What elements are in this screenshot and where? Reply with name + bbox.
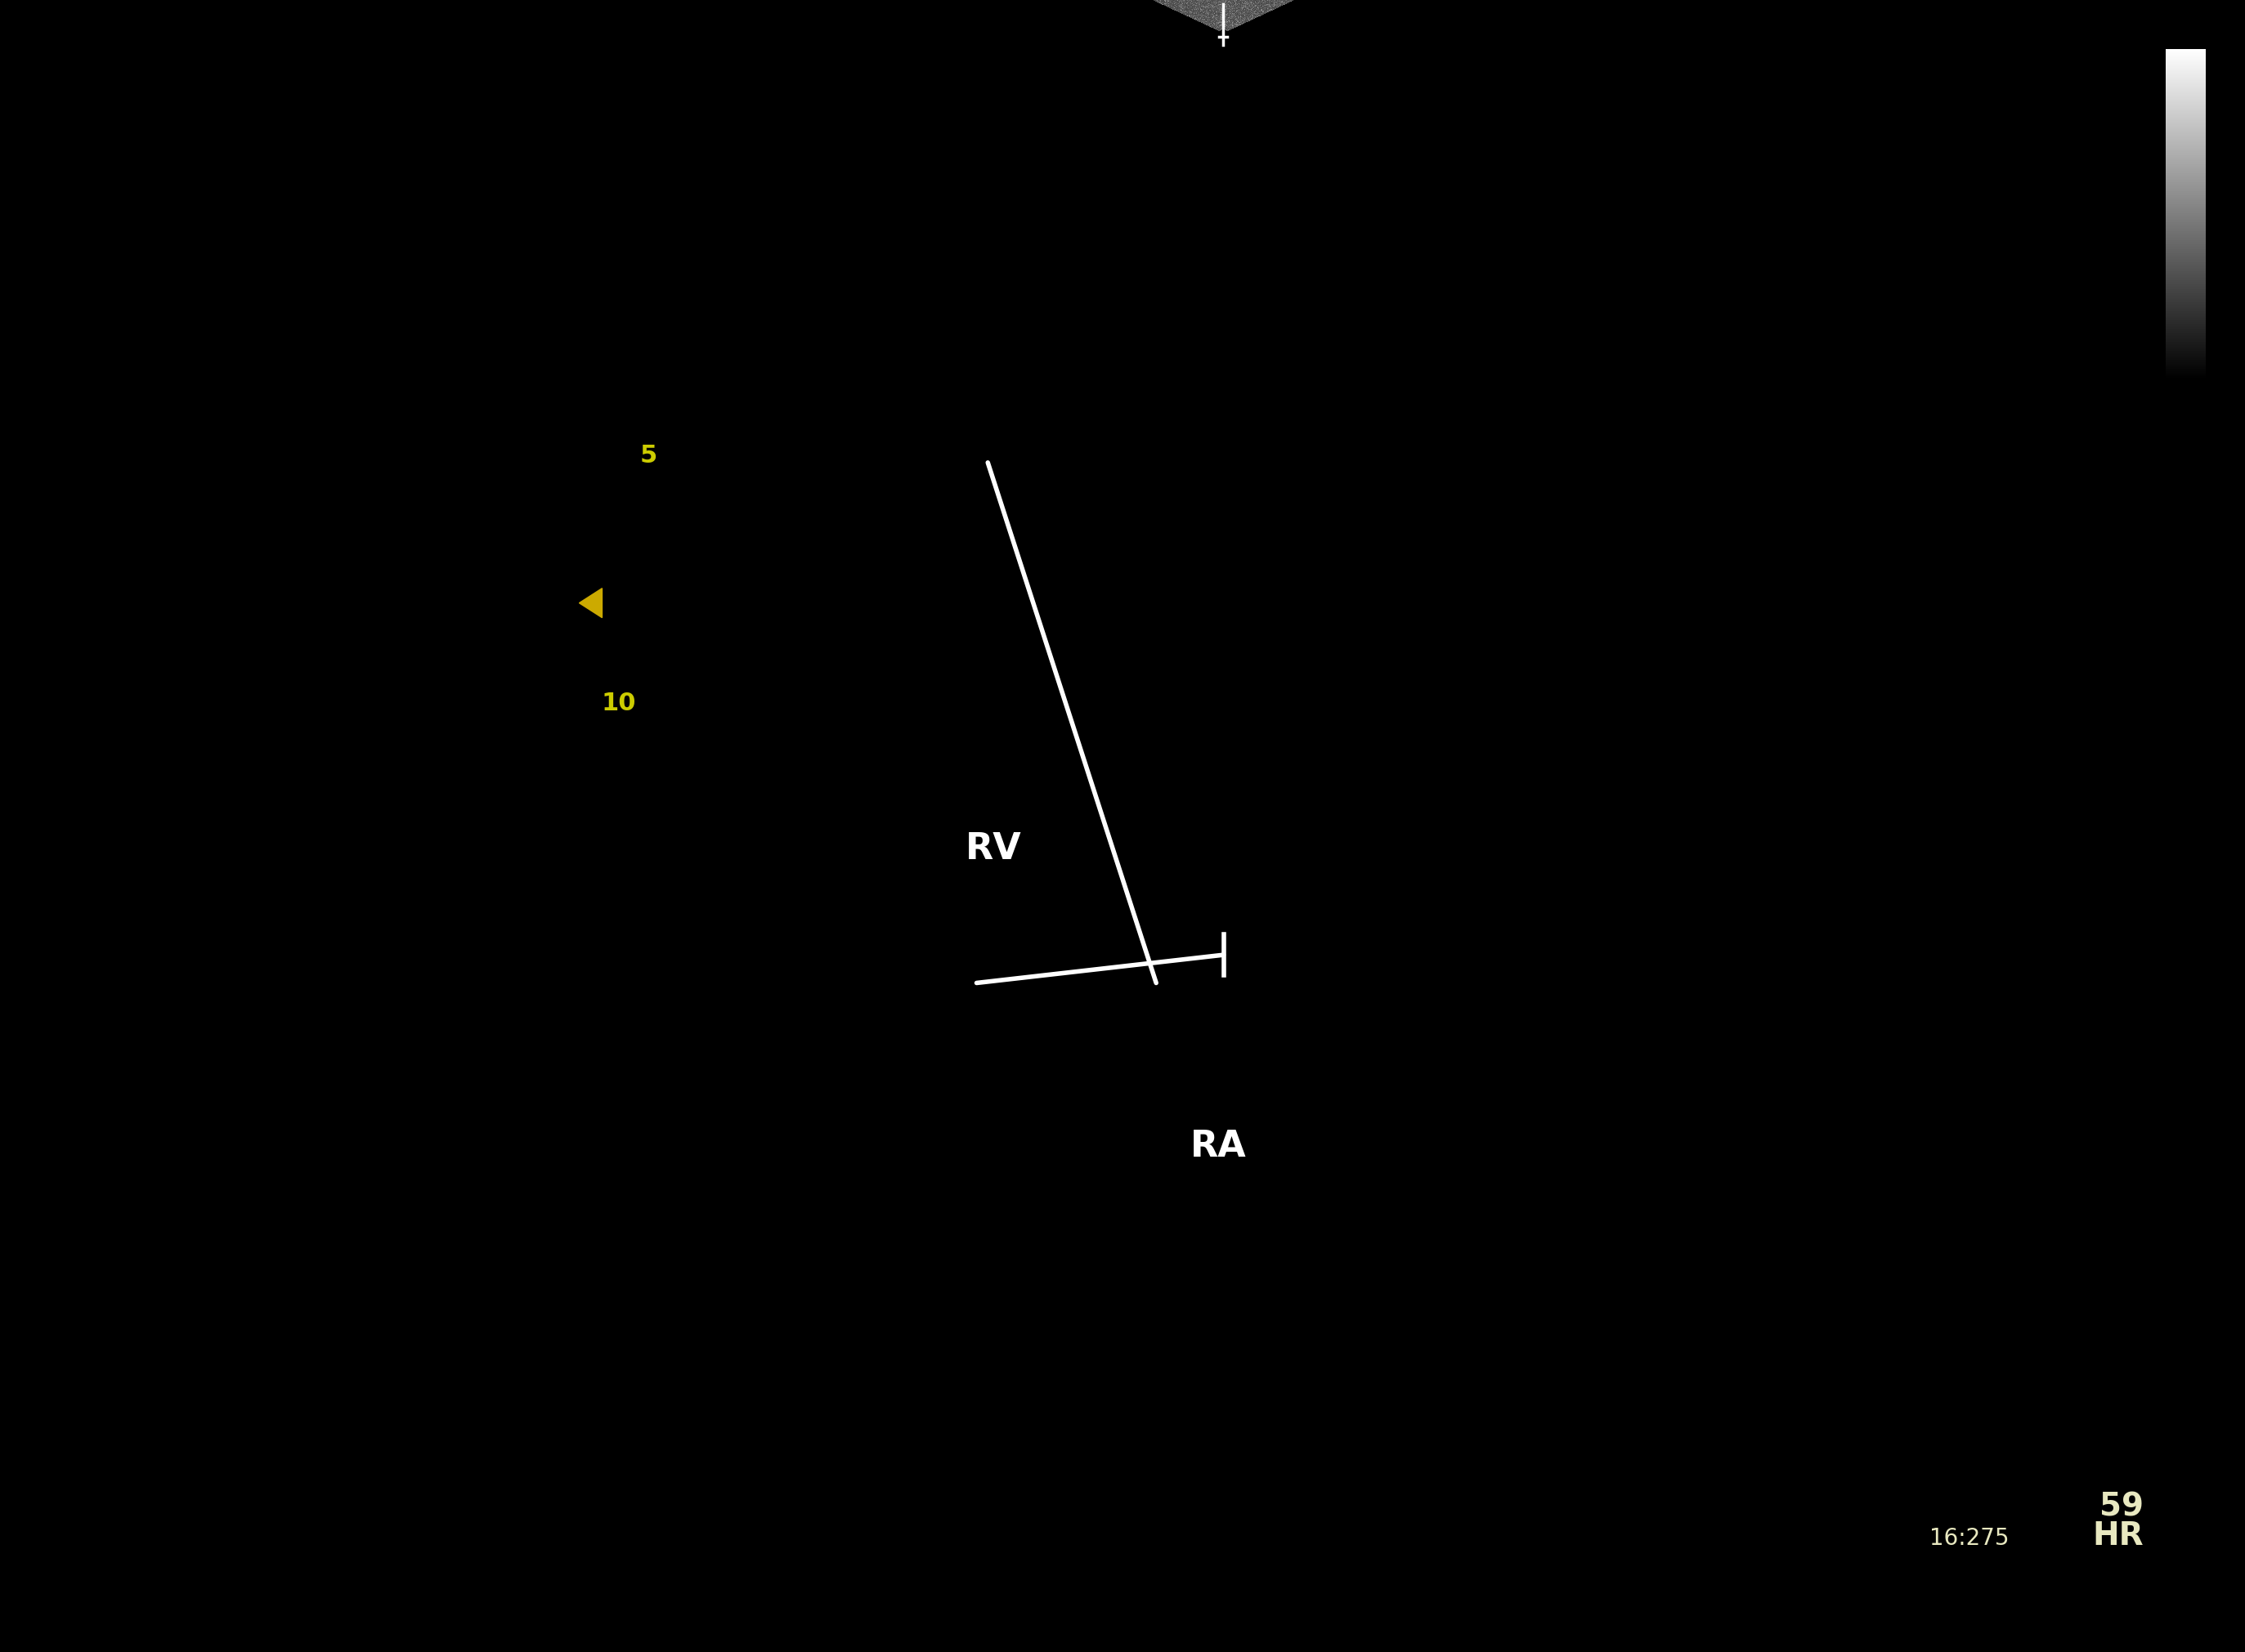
Text: 16:275: 16:275 — [1928, 1526, 2009, 1550]
Text: RA: RA — [1190, 1128, 1246, 1163]
Text: 5: 5 — [640, 444, 658, 468]
Text: HR: HR — [2092, 1520, 2144, 1551]
Text: 59: 59 — [2099, 1492, 2144, 1523]
Text: 10: 10 — [602, 692, 635, 715]
Polygon shape — [579, 588, 602, 618]
Text: RV: RV — [965, 831, 1021, 866]
